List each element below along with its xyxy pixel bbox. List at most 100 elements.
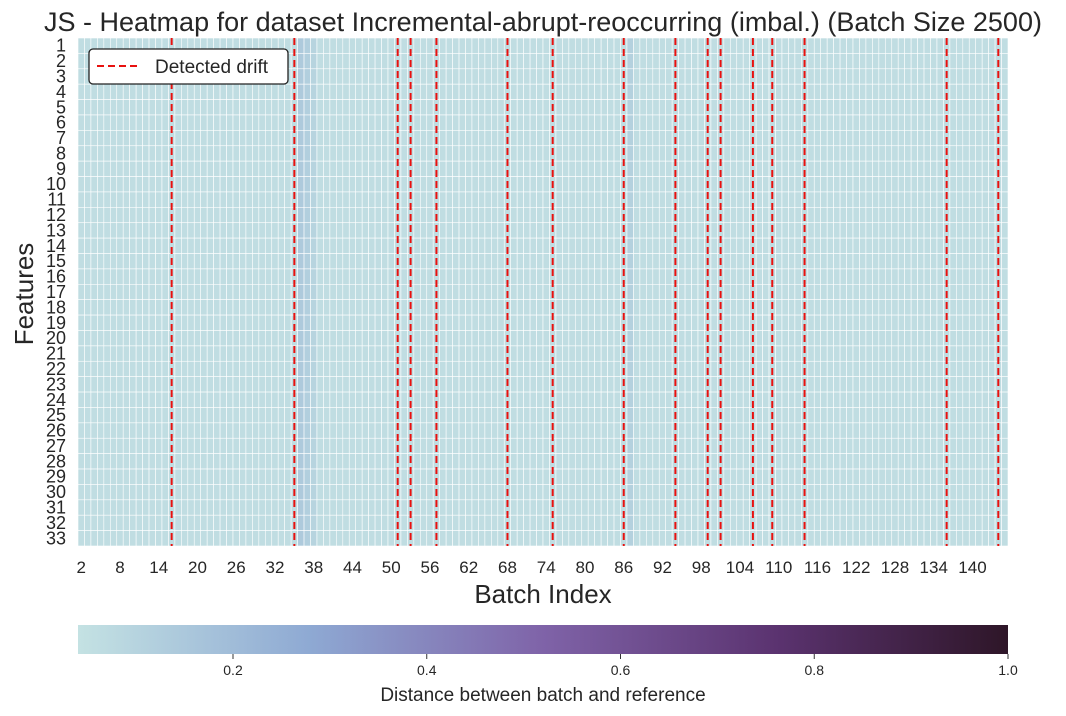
heatmap-cell bbox=[981, 83, 989, 100]
heatmap-cell bbox=[729, 191, 738, 208]
heatmap-cell bbox=[142, 314, 150, 331]
heatmap-cell bbox=[155, 299, 163, 316]
heatmap-cell bbox=[536, 468, 544, 485]
heatmap-cell bbox=[788, 83, 796, 100]
heatmap-cell bbox=[239, 345, 247, 362]
heatmap-cell bbox=[697, 222, 705, 239]
heatmap-cell bbox=[523, 514, 531, 531]
heatmap-cell bbox=[949, 514, 957, 531]
heatmap-cell bbox=[122, 468, 130, 485]
heatmap-cell bbox=[949, 99, 957, 116]
heatmap-cell bbox=[277, 145, 285, 162]
heatmap-cell bbox=[762, 360, 770, 377]
heatmap-cell bbox=[633, 237, 641, 254]
heatmap-cell bbox=[788, 145, 796, 162]
heatmap-cell bbox=[206, 499, 214, 516]
heatmap-cell bbox=[884, 176, 893, 193]
y-tick-label: 18 bbox=[46, 297, 66, 317]
heatmap-cell bbox=[419, 176, 428, 193]
heatmap-cell bbox=[930, 484, 938, 501]
heatmap-cell bbox=[310, 37, 318, 54]
heatmap-cell bbox=[426, 360, 434, 377]
heatmap-cell bbox=[284, 191, 292, 208]
heatmap-cell bbox=[77, 253, 85, 270]
heatmap-cell bbox=[658, 360, 667, 377]
heatmap-cell bbox=[155, 114, 163, 131]
heatmap-cell bbox=[458, 268, 466, 285]
heatmap-cell bbox=[962, 68, 970, 85]
heatmap-cell bbox=[161, 360, 169, 377]
heatmap-cell bbox=[665, 376, 673, 393]
heatmap-cell bbox=[387, 268, 395, 285]
heatmap-cell bbox=[968, 237, 977, 254]
heatmap-cell bbox=[529, 514, 537, 531]
heatmap-cell bbox=[342, 253, 350, 270]
heatmap-cell bbox=[652, 453, 660, 470]
heatmap-cell bbox=[936, 468, 944, 485]
heatmap-cell bbox=[374, 376, 382, 393]
heatmap-cell bbox=[975, 484, 983, 501]
heatmap-cell bbox=[445, 191, 453, 208]
heatmap-cell bbox=[794, 207, 802, 224]
heatmap-cell bbox=[678, 283, 686, 300]
heatmap-cell bbox=[336, 222, 344, 239]
heatmap-cell bbox=[678, 314, 686, 331]
heatmap-cell bbox=[736, 83, 744, 100]
heatmap-cell bbox=[271, 499, 279, 516]
heatmap-cell bbox=[458, 437, 466, 454]
heatmap-cell bbox=[90, 114, 98, 131]
heatmap-cell bbox=[626, 283, 634, 300]
heatmap-cell bbox=[923, 99, 931, 116]
heatmap-cell bbox=[310, 53, 318, 70]
heatmap-cell bbox=[729, 453, 738, 470]
heatmap-cell bbox=[658, 468, 667, 485]
heatmap-cell bbox=[562, 191, 570, 208]
heatmap-cell bbox=[813, 130, 822, 147]
heatmap-cell bbox=[872, 376, 880, 393]
heatmap-cell bbox=[839, 484, 847, 501]
heatmap-cell bbox=[516, 376, 524, 393]
heatmap-cell bbox=[723, 468, 731, 485]
heatmap-cell bbox=[658, 130, 667, 147]
heatmap-cell bbox=[342, 484, 350, 501]
heatmap-cell bbox=[174, 83, 182, 100]
heatmap-cell bbox=[148, 253, 156, 270]
heatmap-cell bbox=[239, 299, 247, 316]
heatmap-cell bbox=[355, 514, 363, 531]
heatmap-cell bbox=[329, 407, 337, 424]
heatmap-cell bbox=[904, 145, 912, 162]
heatmap-cell bbox=[329, 422, 337, 439]
heatmap-cell bbox=[181, 499, 189, 516]
heatmap-cell bbox=[219, 283, 227, 300]
heatmap-cell bbox=[813, 437, 822, 454]
heatmap-cell bbox=[852, 330, 860, 347]
heatmap-cell bbox=[697, 160, 705, 177]
heatmap-cell bbox=[232, 283, 240, 300]
heatmap-cell bbox=[762, 68, 770, 85]
heatmap-cell bbox=[762, 268, 770, 285]
heatmap-cell bbox=[600, 437, 608, 454]
heatmap-cell bbox=[271, 145, 279, 162]
heatmap-cell bbox=[646, 53, 654, 70]
y-tick-label: 13 bbox=[46, 220, 66, 240]
heatmap-cell bbox=[872, 514, 880, 531]
heatmap-cell bbox=[562, 299, 570, 316]
heatmap-cell bbox=[807, 499, 815, 516]
heatmap-cell bbox=[187, 422, 195, 439]
heatmap-cell bbox=[465, 145, 473, 162]
heatmap-cell bbox=[77, 376, 85, 393]
heatmap-cell bbox=[458, 345, 466, 362]
heatmap-cell bbox=[684, 514, 692, 531]
heatmap-cell bbox=[555, 83, 563, 100]
heatmap-cell bbox=[122, 530, 130, 547]
heatmap-cell bbox=[271, 176, 279, 193]
heatmap-cell bbox=[910, 191, 918, 208]
heatmap-cell bbox=[981, 391, 989, 408]
heatmap-cell bbox=[258, 237, 266, 254]
heatmap-cell bbox=[491, 468, 499, 485]
heatmap-cell bbox=[400, 299, 408, 316]
heatmap-cell bbox=[884, 283, 893, 300]
heatmap-cell bbox=[872, 114, 880, 131]
heatmap-cell bbox=[968, 222, 977, 239]
heatmap-cell bbox=[910, 299, 918, 316]
